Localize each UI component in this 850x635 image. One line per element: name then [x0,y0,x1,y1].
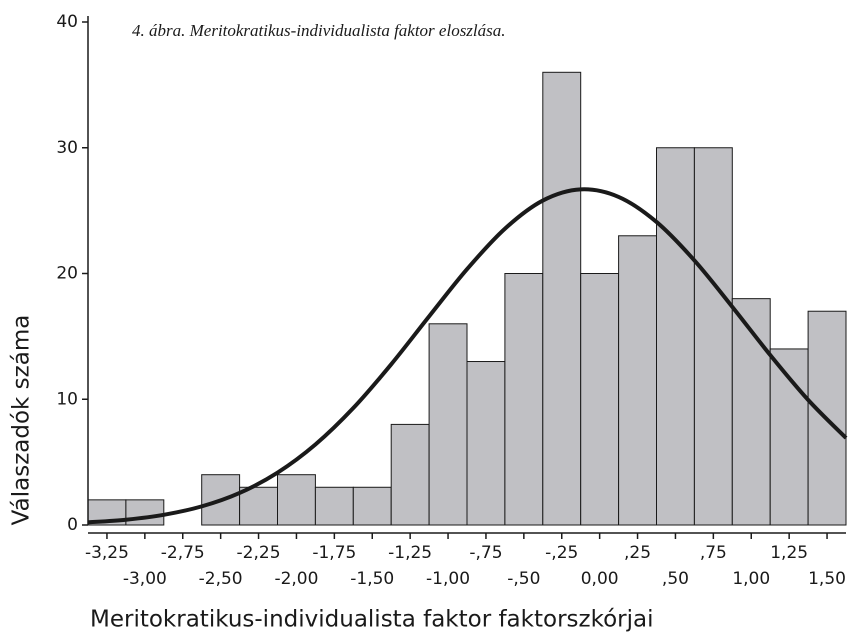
x-tick-label: -1,50 [350,569,394,589]
bar [277,474,316,526]
y-tick-label: 30 [56,138,78,158]
x-tick-label: ,50 [662,569,689,589]
x-tick-label: ,75 [700,543,727,563]
x-tick-label: 0,00 [581,569,619,589]
x-tick-label: -2,00 [274,569,318,589]
y-tick-label: 0 [67,515,78,535]
bar [352,486,392,526]
x-tick-label: -,75 [469,543,502,563]
chart-title: 4. ábra. Meritokratikus-individualista f… [132,21,506,40]
bar [656,147,695,526]
bar [390,423,430,526]
x-tick-label: 1,50 [808,569,846,589]
x-tick-label: -3,00 [123,569,167,589]
bar [466,361,506,526]
bar [731,298,771,526]
x-tick-label: -2,25 [237,543,281,563]
bar [428,323,468,526]
x-tick-label: 1,00 [732,569,770,589]
bar [239,486,279,526]
y-tick-label: 10 [56,389,78,409]
bar [580,273,620,526]
x-tick-label: ,25 [624,543,651,563]
fit-curve [87,187,848,525]
bar [125,499,165,526]
bar [314,486,354,526]
x-tick-label: -1,25 [388,543,432,563]
bar [504,273,544,526]
y-axis-label: Válaszadók száma [9,315,35,526]
x-tick-label: -2,75 [161,543,205,563]
x-axis-label: Meritokratikus-individualista faktor fak… [90,607,653,633]
x-tick-label: -1,00 [426,569,470,589]
x-tick-label: -,50 [507,569,540,589]
y-tick-label: 40 [56,12,78,32]
x-tick-label: -2,50 [199,569,243,589]
x-tick-label: 1,25 [770,543,808,563]
bar [693,147,733,526]
bar [618,235,657,526]
bar [542,71,582,526]
x-tick-label: -3,25 [85,543,129,563]
x-tick-label: -1,75 [312,543,356,563]
x-tick-label: -,25 [545,543,578,563]
y-tick-label: 20 [56,264,78,284]
